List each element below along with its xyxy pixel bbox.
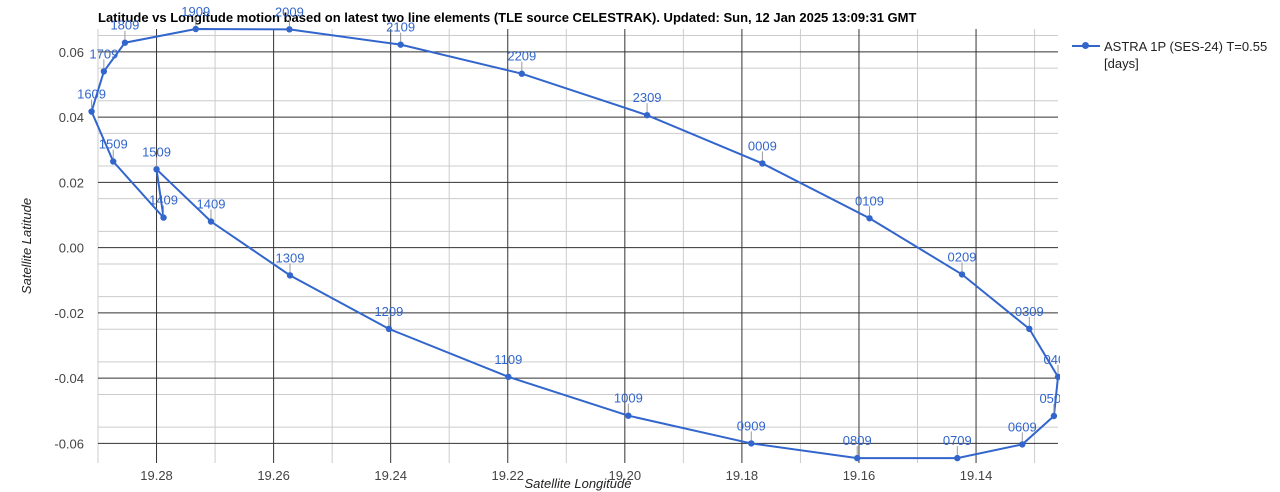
data-label: 1009 bbox=[614, 391, 643, 406]
data-point bbox=[854, 454, 861, 462]
chart-title: Latitude vs Longitude motion based on la… bbox=[98, 10, 917, 25]
data-point bbox=[518, 70, 526, 77]
x-tick-label: 19.22 bbox=[491, 468, 524, 483]
data-point bbox=[958, 271, 966, 278]
x-tick-label: 19.26 bbox=[257, 468, 290, 483]
x-tick-label: 19.28 bbox=[140, 468, 173, 483]
data-label: 1409 bbox=[149, 193, 178, 208]
grid bbox=[97, 29, 1058, 463]
series-line bbox=[90, 27, 1060, 460]
data-point bbox=[759, 160, 766, 167]
y-tick-label: -0.02 bbox=[54, 306, 84, 321]
data-point bbox=[192, 25, 199, 33]
y-tick-label: 0.00 bbox=[59, 241, 84, 256]
data-label: 1909 bbox=[181, 4, 210, 19]
data-label: 0009 bbox=[748, 138, 777, 153]
data-point bbox=[100, 68, 108, 75]
data-label: 1209 bbox=[374, 304, 403, 319]
data-point bbox=[505, 373, 512, 381]
data-point bbox=[643, 111, 651, 119]
data-point bbox=[110, 158, 117, 165]
data-label: 1109 bbox=[494, 352, 522, 367]
data-label: 0809 bbox=[843, 433, 872, 448]
data-label: 2109 bbox=[386, 20, 415, 35]
y-tick-label: -0.04 bbox=[54, 371, 84, 386]
data-point bbox=[1019, 441, 1026, 448]
data-point bbox=[748, 440, 755, 447]
legend-label: ASTRA 1P (SES-24) T=0.55 [days] bbox=[1104, 39, 1268, 71]
y-tick-label: 0.04 bbox=[59, 110, 84, 125]
data-label: 0209 bbox=[948, 249, 977, 264]
x-axis-title: Satellite Longitude bbox=[525, 476, 632, 491]
data-label: 1709 bbox=[89, 46, 118, 61]
data-point bbox=[153, 166, 160, 173]
data-label: 0709 bbox=[943, 433, 972, 448]
data-point bbox=[121, 39, 129, 46]
data-label: 0409 bbox=[1044, 352, 1060, 367]
legend-marker bbox=[1082, 42, 1089, 49]
x-tick-label: 19.20 bbox=[609, 468, 642, 483]
data-label: 1409 bbox=[197, 197, 226, 212]
legend[interactable]: ASTRA 1P (SES-24) T=0.55 [days] bbox=[1072, 38, 1277, 72]
data-label: 2309 bbox=[633, 90, 662, 105]
data-point bbox=[1026, 325, 1033, 333]
data-label: 1509 bbox=[99, 136, 128, 151]
data-label: 0909 bbox=[737, 418, 766, 433]
data-label: 1809 bbox=[110, 18, 139, 33]
point-labels: 1509 1409 1509 1609 1709 1809 1909 2009 2109 2209… bbox=[77, 4, 1060, 456]
chart-svg: 19.28 19.26 19.24 19.22 19.20 19.18 19.16 19.14… bbox=[19, 4, 1060, 491]
data-point bbox=[397, 41, 404, 48]
y-axis-title: Satellite Latitude bbox=[19, 198, 34, 294]
data-point bbox=[1054, 373, 1060, 381]
data-label: 2209 bbox=[507, 49, 536, 64]
data-point bbox=[866, 215, 873, 222]
x-tick-label: 19.24 bbox=[374, 468, 407, 483]
axes: 19.28 19.26 19.24 19.22 19.20 19.18 19.16 19.14… bbox=[54, 45, 992, 483]
data-label: 0609 bbox=[1008, 419, 1037, 434]
data-point bbox=[286, 272, 294, 279]
y-tick-label: 0.02 bbox=[59, 175, 84, 190]
data-point bbox=[207, 218, 215, 225]
data-label: 0509 bbox=[1039, 391, 1060, 406]
x-tick-label: 19.16 bbox=[843, 468, 876, 483]
data-label: 1609 bbox=[77, 87, 106, 102]
y-tick-label: 0.06 bbox=[59, 45, 84, 60]
data-label: 1509 bbox=[142, 144, 171, 159]
data-label: 1309 bbox=[276, 250, 305, 265]
data-label: 2009 bbox=[275, 4, 304, 19]
points bbox=[88, 25, 1060, 462]
x-tick-label: 19.18 bbox=[726, 468, 759, 483]
data-point bbox=[160, 214, 167, 221]
series-path bbox=[90, 27, 1060, 460]
data-point bbox=[625, 412, 632, 419]
data-point bbox=[1050, 412, 1058, 420]
data-point bbox=[88, 108, 95, 115]
data-label: 0309 bbox=[1015, 304, 1044, 319]
legend-item[interactable]: ASTRA 1P (SES-24) T=0.55 [days] bbox=[1072, 38, 1277, 72]
data-label: 0109 bbox=[855, 193, 884, 208]
data-point bbox=[286, 26, 293, 33]
x-tick-label: 19.14 bbox=[960, 468, 993, 483]
data-point bbox=[954, 454, 961, 462]
data-point bbox=[385, 325, 393, 333]
y-tick-label: -0.06 bbox=[54, 436, 84, 451]
